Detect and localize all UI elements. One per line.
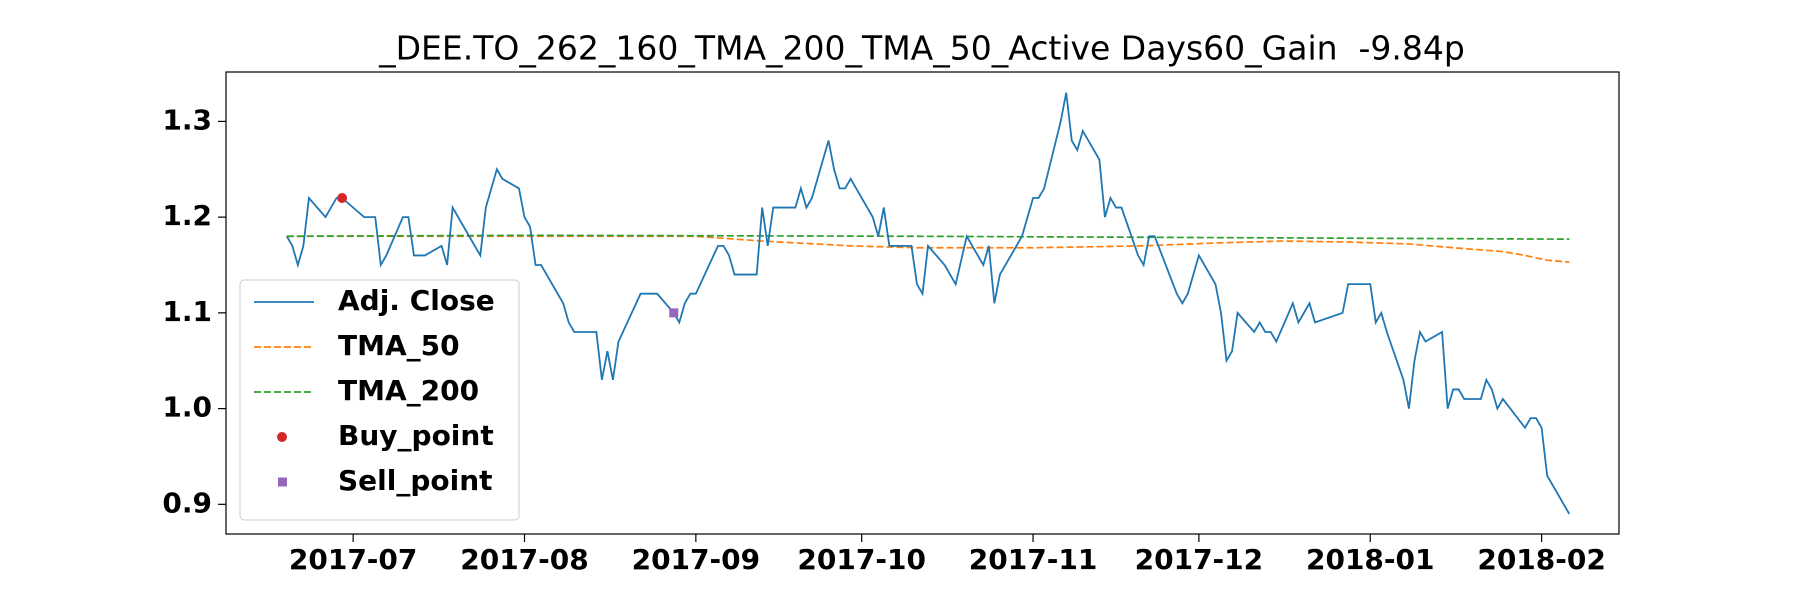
legend-marker <box>278 477 287 487</box>
y-tick-label: 1.3 <box>162 103 212 136</box>
x-tick-label: 2017-08 <box>460 543 589 576</box>
series-line <box>286 92 1571 515</box>
legend-label: TMA_200 <box>338 374 479 407</box>
chart-title: _DEE.TO_262_160_TMA_200_TMA_50_Active Da… <box>378 29 1465 68</box>
series-line <box>286 234 1570 240</box>
y-tick-label: 1.0 <box>162 391 212 424</box>
y-tick-label: 0.9 <box>162 486 212 519</box>
x-tick-label: 2017-09 <box>632 543 761 576</box>
x-tick-label: 2018-01 <box>1306 543 1435 576</box>
sell-marker <box>669 308 679 318</box>
x-tick-label: 2017-10 <box>797 543 926 576</box>
legend-label: Adj. Close <box>338 284 495 317</box>
x-tick-label: 2017-12 <box>1135 543 1264 576</box>
legend-label: TMA_50 <box>338 329 460 362</box>
series-line <box>286 235 1570 263</box>
legend: Adj. Close TMA_50 TMA_200 Buy_point Sell_poi… <box>239 279 520 521</box>
buy-marker <box>337 192 348 203</box>
x-tick-label: 2017-11 <box>969 543 1098 576</box>
y-tick-label: 1.2 <box>162 199 212 232</box>
x-tick-label: 2017-07 <box>289 543 418 576</box>
legend-label: Buy_point <box>338 419 494 452</box>
legend-frame <box>239 279 520 521</box>
legend-marker <box>277 432 287 442</box>
y-tick-label: 1.1 <box>162 295 212 328</box>
legend-label: Sell_point <box>338 464 493 497</box>
plot-frame <box>225 71 1620 535</box>
x-tick-label: 2018-02 <box>1477 543 1606 576</box>
